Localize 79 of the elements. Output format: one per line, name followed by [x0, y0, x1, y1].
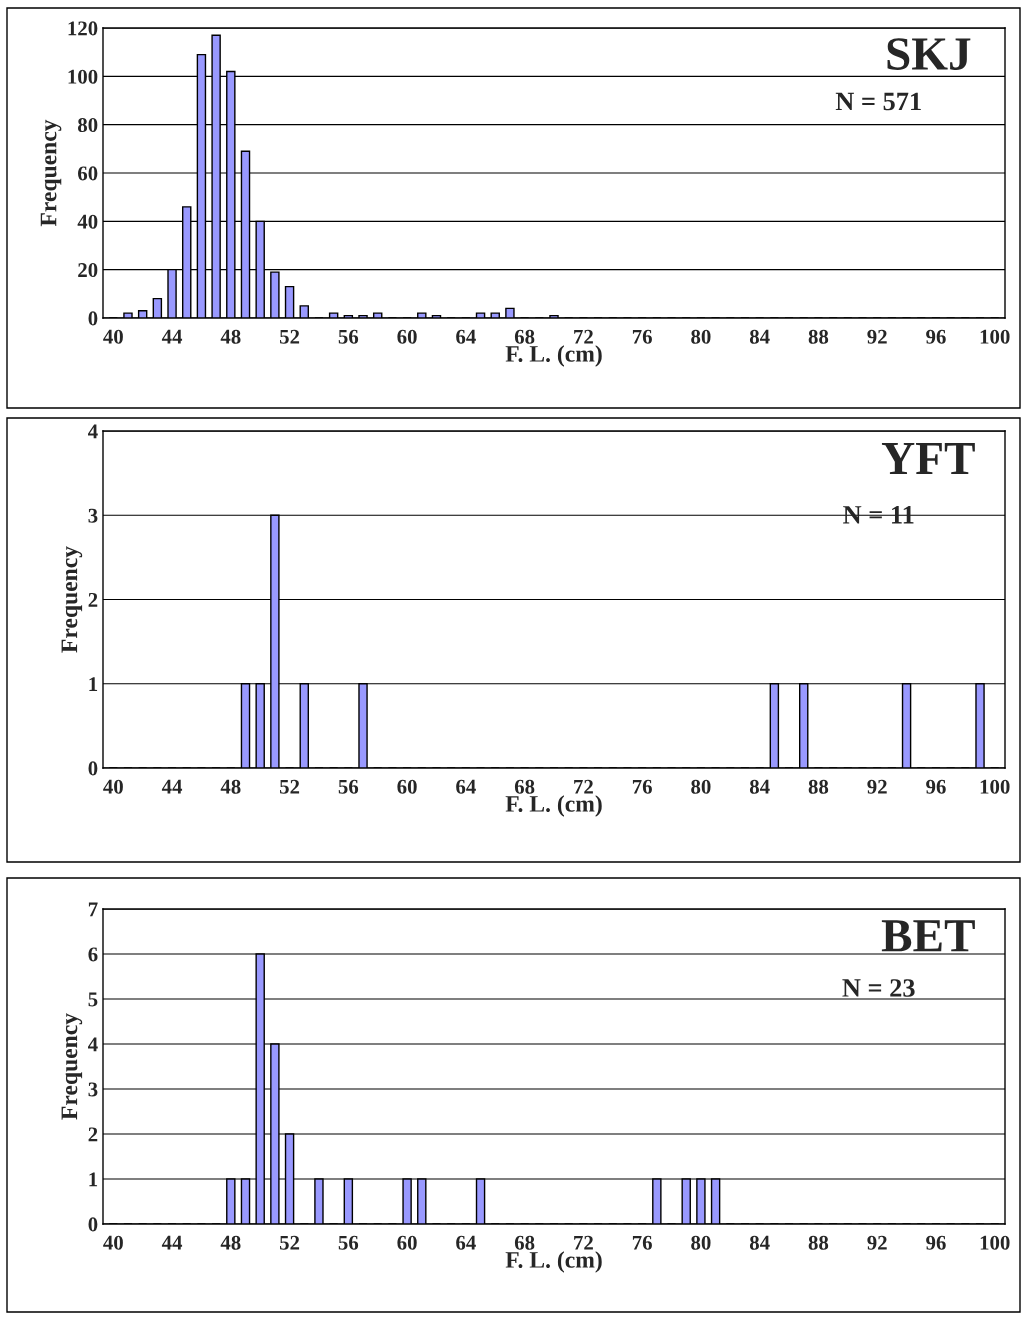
x-tick-label: 80 — [691, 779, 711, 794]
x-tick-label: 52 — [279, 1235, 300, 1250]
x-tick-label: 92 — [867, 1235, 887, 1250]
x-axis-title: F. L. (cm) — [505, 1251, 602, 1273]
y-tick-label: 5 — [88, 992, 98, 1007]
x-tick-label: 68 — [514, 1235, 535, 1250]
chart-title: BET — [881, 920, 975, 952]
x-tick-label: 88 — [808, 1235, 829, 1250]
y-tick-label: 120 — [68, 21, 98, 36]
y-axis-title: Frequency — [40, 119, 62, 227]
x-tick-label: 80 — [691, 1235, 711, 1250]
x-tick-label: 68 — [514, 779, 535, 794]
y-tick-label: 3 — [88, 508, 98, 523]
x-tick-label: 48 — [220, 1235, 241, 1250]
annotation: N = 23 — [842, 979, 915, 997]
y-tick-label: 3 — [88, 1082, 98, 1097]
y-tick-label: 0 — [88, 311, 98, 326]
x-tick-label: 40 — [103, 1235, 123, 1250]
y-tick-label: 4 — [88, 1037, 98, 1052]
y-tick-label: 6 — [88, 947, 98, 962]
y-tick-label: 1 — [89, 1172, 98, 1187]
x-tick-label: 44 — [161, 779, 183, 794]
y-tick-label: 2 — [88, 592, 98, 607]
x-tick-label: 72 — [574, 329, 593, 344]
x-tick-label: 96 — [926, 1235, 946, 1250]
x-tick-label: 84 — [749, 329, 770, 344]
x-tick-label: 92 — [867, 329, 887, 344]
x-tick-label: 100 — [980, 779, 1010, 794]
x-tick-label: 84 — [749, 1235, 770, 1250]
x-tick-label: 60 — [397, 329, 417, 344]
x-tick-label: 72 — [574, 1235, 593, 1250]
x-tick-label: 100 — [980, 329, 1010, 344]
x-tick-label: 84 — [749, 779, 770, 794]
y-tick-label: 100 — [68, 69, 98, 84]
x-tick-label: 76 — [632, 779, 652, 794]
x-tick-label: 88 — [808, 329, 829, 344]
y-tick-label: 7 — [88, 902, 98, 917]
chart-title: YFT — [881, 442, 975, 474]
y-tick-label: 20 — [78, 263, 98, 278]
y-tick-label: 80 — [78, 118, 98, 133]
x-tick-label: 88 — [808, 779, 829, 794]
x-tick-label: 96 — [926, 779, 946, 794]
y-axis-title: Frequency — [61, 1013, 83, 1120]
y-tick-label: 4 — [88, 424, 98, 439]
x-axis-title: F. L. (cm) — [505, 795, 602, 817]
x-tick-label: 60 — [397, 779, 417, 794]
y-axis-title: Frequency — [61, 546, 83, 653]
x-tick-label: 92 — [867, 779, 887, 794]
x-tick-label: 76 — [632, 329, 652, 344]
x-tick-label: 44 — [161, 329, 183, 344]
y-tick-label: 0 — [88, 761, 98, 776]
x-tick-label: 40 — [103, 329, 123, 344]
x-tick-label: 64 — [456, 1235, 476, 1250]
x-tick-label: 80 — [691, 329, 711, 344]
x-tick-label: 68 — [514, 329, 535, 344]
x-axis-title: F. L. (cm) — [505, 345, 602, 367]
x-tick-label: 52 — [279, 329, 300, 344]
x-tick-label: 96 — [926, 329, 946, 344]
x-tick-label: 60 — [397, 1235, 417, 1250]
x-tick-label: 40 — [103, 779, 123, 794]
x-tick-label: 76 — [632, 1235, 652, 1250]
x-tick-label: 56 — [338, 779, 359, 794]
x-tick-label: 64 — [456, 329, 476, 344]
x-tick-label: 56 — [338, 1235, 359, 1250]
x-tick-label: 52 — [279, 779, 300, 794]
x-tick-label: 48 — [220, 329, 241, 344]
y-tick-label: 1 — [89, 677, 98, 691]
x-tick-label: 72 — [574, 779, 593, 794]
y-tick-label: 2 — [88, 1127, 98, 1142]
annotation: N = 571 — [835, 92, 921, 111]
y-tick-label: 60 — [78, 166, 98, 181]
x-tick-label: 56 — [338, 329, 359, 344]
x-tick-label: 44 — [161, 1235, 183, 1250]
y-tick-label: 40 — [77, 214, 98, 229]
x-tick-label: 48 — [220, 779, 241, 794]
x-tick-label: 100 — [980, 1235, 1010, 1250]
x-tick-label: 64 — [456, 779, 476, 794]
chart-title: SKJ — [887, 38, 971, 70]
y-tick-label: 0 — [88, 1217, 98, 1232]
